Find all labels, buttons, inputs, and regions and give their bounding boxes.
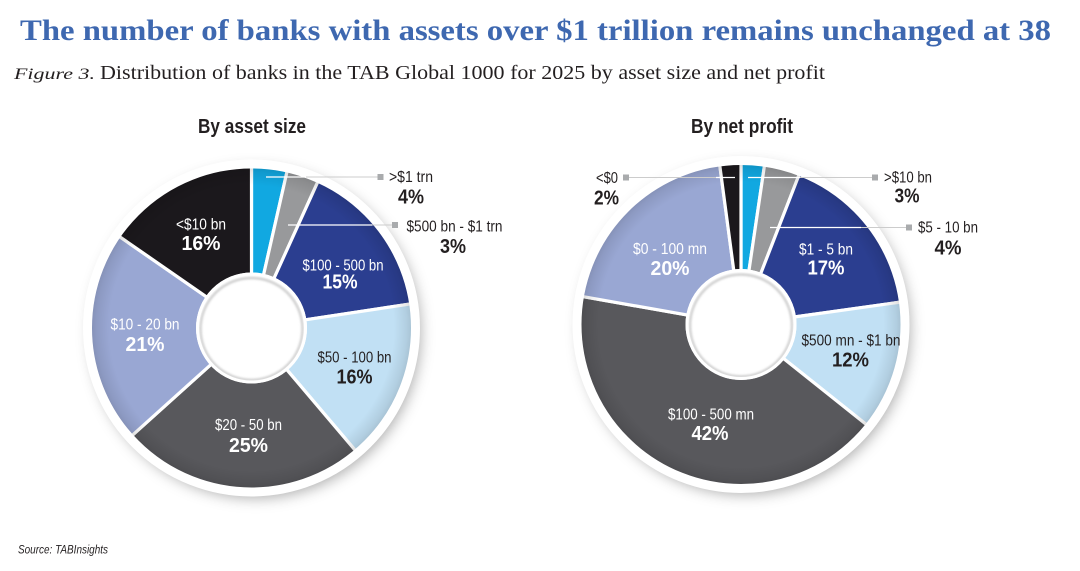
svg-text:42%: 42% [692, 423, 729, 445]
svg-text:4%: 4% [398, 187, 424, 209]
svg-text:>$10 bn: >$10 bn [884, 170, 932, 187]
svg-text:<$0: <$0 [596, 170, 618, 187]
svg-text:17%: 17% [808, 258, 845, 280]
svg-text:4%: 4% [935, 238, 962, 260]
svg-text:15%: 15% [323, 272, 358, 294]
svg-text:$100 - 500 mn: $100 - 500 mn [668, 407, 754, 424]
svg-text:20%: 20% [651, 258, 690, 280]
svg-text:16%: 16% [337, 367, 373, 389]
svg-text:>$1 trn: >$1 trn [389, 169, 433, 186]
svg-text:Figure 3.: Figure 3. [13, 66, 95, 83]
svg-text:25%: 25% [229, 435, 268, 457]
svg-text:Distribution of banks in the T: Distribution of banks in the TAB Global … [100, 62, 825, 84]
svg-text:By net profit: By net profit [691, 116, 793, 138]
svg-text:3%: 3% [895, 186, 920, 208]
svg-text:<$10 bn: <$10 bn [176, 217, 226, 234]
svg-text:The number of banks with asset: The number of banks with assets over $1 … [20, 14, 1051, 47]
svg-text:$500 mn - $1 bn: $500 mn - $1 bn [802, 333, 901, 350]
svg-text:16%: 16% [182, 233, 221, 255]
svg-text:$5 - 10 bn: $5 - 10 bn [918, 220, 978, 237]
svg-text:21%: 21% [126, 334, 165, 356]
svg-text:$0 - 100 mn: $0 - 100 mn [633, 241, 707, 258]
svg-text:2%: 2% [594, 188, 619, 210]
svg-text:Source: TABInsights: Source: TABInsights [18, 545, 108, 557]
svg-text:$50 - 100 bn: $50 - 100 bn [318, 350, 392, 367]
svg-text:$1 - 5 bn: $1 - 5 bn [799, 242, 853, 259]
svg-text:3%: 3% [440, 236, 466, 258]
svg-text:$500 bn - $1 trn: $500 bn - $1 trn [407, 219, 503, 236]
svg-text:12%: 12% [832, 350, 869, 372]
svg-text:By asset size: By asset size [198, 116, 306, 138]
svg-text:$10 - 20 bn: $10 - 20 bn [111, 317, 180, 334]
svg-text:$100 - 500 bn: $100 - 500 bn [303, 258, 384, 275]
svg-text:$20 - 50 bn: $20 - 50 bn [215, 417, 282, 434]
